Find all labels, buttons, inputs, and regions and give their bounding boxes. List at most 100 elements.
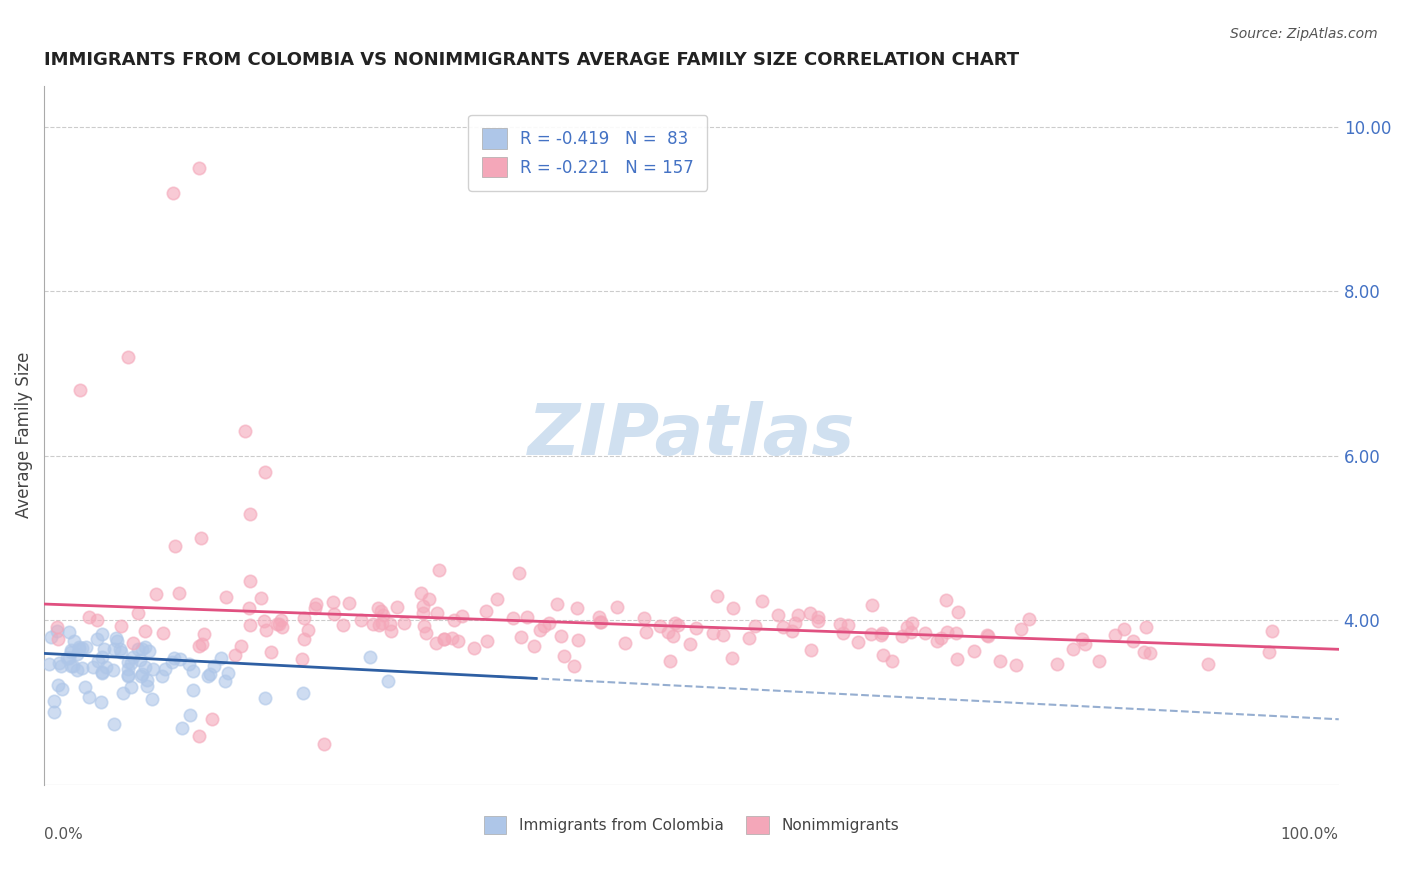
Point — [70, 640, 93, 655]
Point — [117, 655, 139, 669]
Point — [486, 592, 509, 607]
Point — [253, 466, 276, 480]
Point — [657, 625, 679, 640]
Point — [67, 640, 90, 655]
Point — [567, 632, 589, 647]
Point — [567, 601, 589, 615]
Point — [131, 667, 153, 681]
Point — [385, 600, 408, 615]
Point — [238, 507, 260, 521]
Point — [377, 674, 399, 689]
Point — [685, 622, 707, 636]
Point — [1257, 645, 1279, 659]
Point — [197, 668, 219, 682]
Point — [901, 616, 924, 631]
Point — [662, 629, 685, 643]
Point — [142, 662, 165, 676]
Point — [267, 616, 290, 631]
Point — [162, 186, 184, 200]
Point — [614, 635, 637, 649]
Point — [606, 599, 628, 614]
Text: ZIPatlas: ZIPatlas — [527, 401, 855, 470]
Point — [412, 606, 434, 620]
Point — [945, 626, 967, 640]
Point — [59, 645, 82, 659]
Text: IMMIGRANTS FROM COLOMBIA VS NONIMMIGRANTS AVERAGE FAMILY SIZE CORRELATION CHART: IMMIGRANTS FROM COLOMBIA VS NONIMMIGRANT… — [44, 51, 1019, 69]
Point — [117, 662, 139, 676]
Point — [1139, 646, 1161, 660]
Point — [666, 617, 689, 632]
Point — [451, 609, 474, 624]
Point — [786, 607, 808, 622]
Point — [935, 593, 957, 607]
Point — [830, 617, 852, 632]
Point — [412, 619, 434, 633]
Point — [523, 639, 546, 653]
Point — [1046, 657, 1069, 672]
Point — [553, 648, 575, 663]
Point — [636, 625, 658, 640]
Point — [187, 639, 209, 653]
Point — [367, 600, 389, 615]
Point — [860, 627, 883, 641]
Point — [188, 729, 211, 743]
Point — [93, 641, 115, 656]
Point — [546, 597, 568, 611]
Point — [82, 660, 104, 674]
Point — [870, 625, 893, 640]
Point — [200, 667, 222, 681]
Point — [516, 609, 538, 624]
Point — [305, 597, 328, 611]
Point — [1018, 612, 1040, 626]
Point — [1197, 657, 1219, 672]
Point — [751, 594, 773, 608]
Point — [60, 658, 83, 673]
Point — [869, 628, 891, 642]
Point — [253, 690, 276, 705]
Point — [474, 604, 496, 618]
Text: 0.0%: 0.0% — [44, 827, 83, 842]
Point — [411, 586, 433, 600]
Point — [127, 641, 149, 656]
Point — [914, 626, 936, 640]
Point — [90, 650, 112, 665]
Point — [254, 623, 277, 637]
Point — [117, 350, 139, 364]
Point — [936, 624, 959, 639]
Point — [463, 640, 485, 655]
Point — [537, 615, 560, 630]
Point — [215, 590, 238, 604]
Point — [433, 632, 456, 647]
Point — [270, 613, 292, 627]
Point — [766, 608, 789, 623]
Point — [432, 632, 454, 646]
Point — [165, 540, 187, 554]
Point — [659, 654, 682, 668]
Point — [533, 619, 555, 633]
Point — [239, 574, 262, 588]
Point — [711, 627, 734, 641]
Point — [946, 652, 969, 666]
Point — [447, 633, 470, 648]
Point — [371, 607, 394, 622]
Point — [1070, 632, 1092, 646]
Point — [772, 620, 794, 634]
Point — [134, 624, 156, 638]
Point — [1135, 619, 1157, 633]
Point — [214, 673, 236, 688]
Point — [250, 591, 273, 605]
Point — [891, 629, 914, 643]
Point — [292, 632, 315, 647]
Point — [112, 686, 135, 700]
Point — [122, 636, 145, 650]
Point — [129, 669, 152, 683]
Point — [426, 607, 449, 621]
Y-axis label: Average Family Size: Average Family Size — [15, 352, 32, 518]
Point — [359, 650, 381, 665]
Point — [141, 692, 163, 706]
Point — [136, 673, 159, 687]
Point — [780, 624, 803, 638]
Point — [589, 615, 612, 630]
Point — [441, 631, 464, 645]
Point — [191, 637, 214, 651]
